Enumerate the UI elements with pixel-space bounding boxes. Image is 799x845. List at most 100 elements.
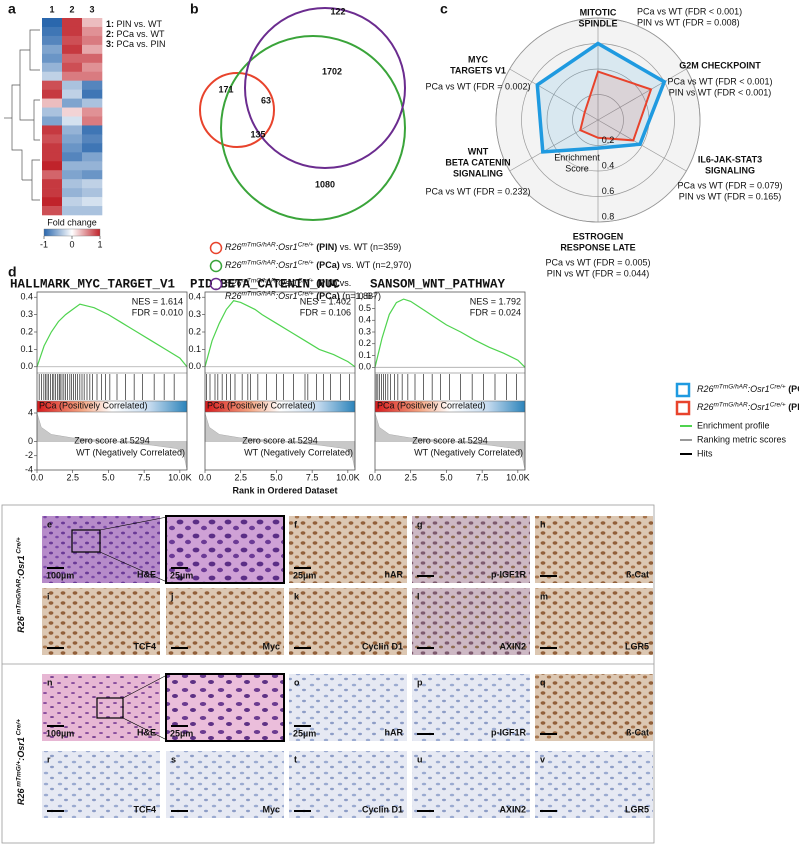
text-part: :Osr1 <box>276 291 298 301</box>
heatmap-cell <box>42 44 63 55</box>
zoom-indicators <box>71 516 168 741</box>
legend-key: 1: <box>106 19 114 29</box>
heatmap-cell <box>42 80 63 90</box>
heatmap-cell <box>42 179 63 189</box>
negative-label: WT (Negatively Correlated) <box>76 447 185 457</box>
radar-series <box>535 41 667 154</box>
legend-swatch <box>675 400 691 416</box>
heatmap-legend: 3: PCa vs. PIN <box>106 39 166 49</box>
panel-e-frame <box>1 504 655 844</box>
image-letter: g <box>417 519 423 529</box>
venn-legend-label: R26mTmG/hAR:Osr1Cre/+ (PIN) vs. <box>225 277 351 288</box>
radar-category-label: ESTROGEN <box>573 231 624 241</box>
micrographs <box>42 515 653 818</box>
heatmap-cell <box>82 125 103 135</box>
image-letter: r <box>47 754 51 764</box>
text-part: :Osr1 <box>16 555 26 579</box>
x-tick-label: 2.5 <box>66 472 79 482</box>
text-part: mTmG/hAR <box>242 241 276 248</box>
venn-count: 135 <box>250 129 265 139</box>
heatmap-cell <box>82 179 103 189</box>
positive-label: PCa (Positively Correlated) <box>39 400 148 410</box>
heatmap-cell <box>42 35 63 46</box>
y-tick-label: 0.1 <box>358 350 371 360</box>
legend-key: 3: <box>106 39 114 49</box>
heatmap-cell <box>62 71 83 81</box>
radar-axis-label: Enrichment <box>554 152 600 162</box>
zero-label: Zero score at 5294 <box>242 435 318 445</box>
text-part: :Osr1 <box>16 737 26 761</box>
x-tick-label: 0.0 <box>369 472 382 482</box>
x-tick-label: 0.0 <box>199 472 212 482</box>
stain-label: Cyclin D1 <box>362 804 403 814</box>
column-label: 1 <box>49 4 54 14</box>
heatmap-cell <box>62 134 83 144</box>
stain-label: Myc <box>262 804 280 814</box>
zero-label: Zero score at 5294 <box>412 435 488 445</box>
fdr-label: PIN vs WT (FDR < 0.001) <box>669 87 772 97</box>
heatmap-cell <box>82 26 103 37</box>
x-tick-label: 7.5 <box>306 472 319 482</box>
heatmap-cell <box>82 98 103 108</box>
text-part: vs. WT (n=2,970) <box>340 260 412 270</box>
x-tick-label: 7.5 <box>138 472 151 482</box>
legend-text: PCa vs. WT <box>114 29 165 39</box>
heatmap-cell <box>42 53 63 64</box>
micrograph <box>42 516 160 583</box>
gsea-title: PID_BETA_CATENIN_NUC <box>190 277 341 291</box>
heatmap-cell <box>82 197 103 207</box>
micrograph <box>165 515 285 584</box>
legend-label: R26mTmG/hAR:Osr1Cre/+ (PCa) vs. WT <box>697 383 799 394</box>
legend-label: Hits <box>697 448 713 458</box>
gsea-title: SANSOM_WNT_PATHWAY <box>370 277 506 291</box>
radar-category-label: MITOTIC <box>580 7 617 17</box>
stain-label: LGR5 <box>625 641 649 651</box>
text-part: (PCa) <box>786 384 799 394</box>
heatmap-cell <box>82 80 103 90</box>
text-part: :Osr1 <box>748 384 770 394</box>
fdr-label: PIN vs WT (FDR = 0.165) <box>679 191 782 201</box>
micrograph <box>412 751 530 818</box>
radar-category-label: G2M CHECKPOINT <box>679 60 761 70</box>
legend-label: R26mTmG/hAR:Osr1Cre/+ (PIN) vs. WT <box>697 401 799 412</box>
heatmap-cell <box>62 80 83 90</box>
image-letter: q <box>540 677 546 687</box>
image-letter: m <box>540 591 548 601</box>
heatmap-cell <box>42 98 63 108</box>
image-letter: i <box>47 591 50 601</box>
heatmap-cell <box>82 53 103 64</box>
ranking-tick-label: -2 <box>25 450 33 460</box>
radar-axis-label: Score <box>565 163 589 173</box>
stain-label: hAR <box>385 569 404 579</box>
venn-count: 1080 <box>315 179 335 189</box>
micrograph <box>412 516 530 583</box>
stain-label: H&E <box>137 727 156 737</box>
micrograph <box>412 588 530 655</box>
heatmap-cell <box>62 179 83 189</box>
scale-label: 25µm <box>170 570 193 580</box>
legend-label: Ranking metric scores <box>697 434 787 444</box>
venn-set <box>220 35 406 221</box>
stain-label: TCF4 <box>134 804 157 814</box>
gsea-stat: NES = 1.402 <box>300 296 351 306</box>
colorbar-tick-label: -1 <box>40 239 48 249</box>
fdr-label: PCa vs WT (FDR = 0.002) <box>425 81 530 91</box>
heatmap-cell <box>42 134 63 144</box>
radar-category-label: SPINDLE <box>578 18 617 28</box>
stain-label: ß-Cat <box>626 727 649 737</box>
heatmap-cell <box>62 116 83 126</box>
micrograph <box>166 588 284 655</box>
fdr-label: PCa vs WT (FDR < 0.001) <box>637 6 742 16</box>
text-part: R26 <box>16 788 26 806</box>
image-letter: j <box>170 591 174 601</box>
stain-label: AXIN2 <box>499 804 526 814</box>
micrograph <box>535 588 653 655</box>
heatmap-cell <box>82 188 103 198</box>
stain-label: p-IGF1R <box>491 727 526 737</box>
legend-text: PCa vs. PIN <box>114 39 166 49</box>
heatmap-cell <box>82 134 103 144</box>
heatmap-cell <box>82 89 103 99</box>
text-part: (PIN) <box>314 242 338 252</box>
y-tick-label: 0.5 <box>358 303 371 313</box>
